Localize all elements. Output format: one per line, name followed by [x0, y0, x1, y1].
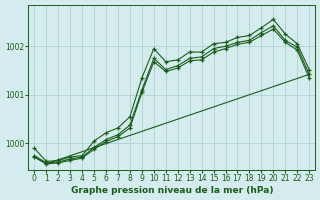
X-axis label: Graphe pression niveau de la mer (hPa): Graphe pression niveau de la mer (hPa)	[70, 186, 273, 195]
